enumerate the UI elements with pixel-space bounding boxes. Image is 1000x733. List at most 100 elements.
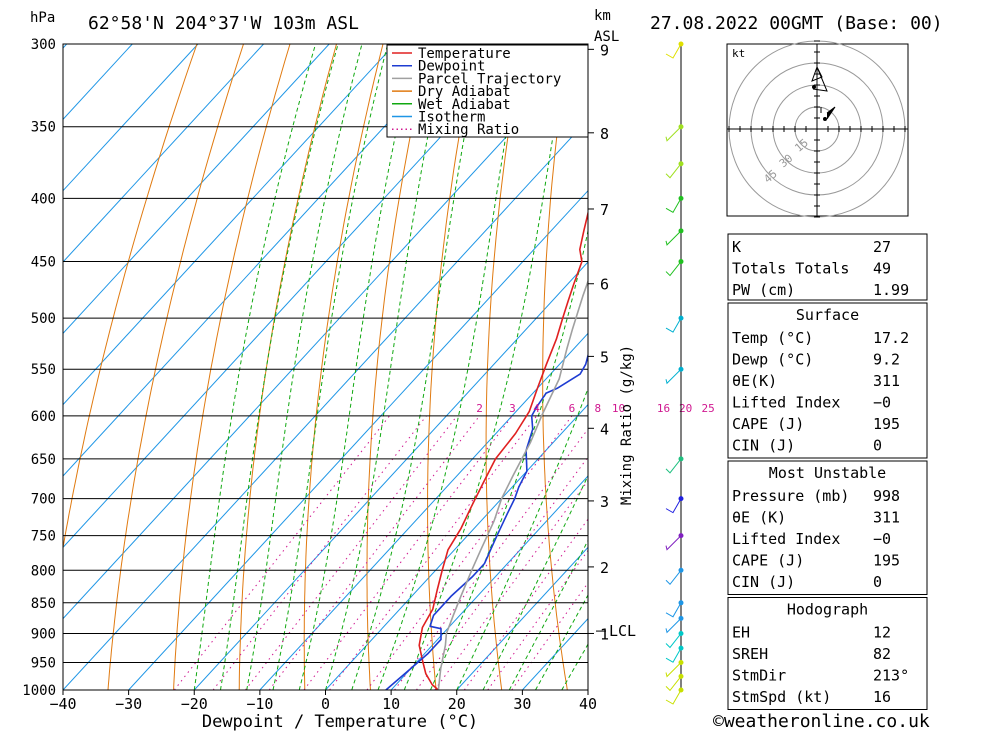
pressure-tick-label: 900	[31, 627, 56, 643]
wind-barb	[665, 535, 682, 551]
hodograph-stats-row-label: EH	[732, 624, 750, 642]
km-unit-label: km	[594, 8, 611, 24]
dry-adiabat-line	[107, 44, 244, 690]
wind-barb	[665, 126, 682, 142]
mixing-ratio-label: 25	[701, 402, 714, 415]
mixing-ratio-axis-title: Mixing Ratio (g/kg)	[619, 345, 635, 505]
parcel-profile-line	[437, 279, 588, 690]
datetime-title: 27.08.2022 00GMT (Base: 00)	[650, 13, 943, 34]
dewpoint-profile-line	[385, 352, 588, 690]
pressure-tick-label: 400	[31, 191, 56, 207]
most-unstable-row-value: 0	[873, 573, 882, 591]
hodograph-stats-box	[727, 597, 928, 710]
x-tick-label: 30	[513, 695, 531, 713]
pressure-tick-label: 700	[31, 492, 56, 508]
legend-label-isotherm: Isotherm	[418, 110, 485, 126]
most-unstable-row-label: CAPE (J)	[732, 552, 804, 570]
surface-row-value: −0	[873, 394, 891, 412]
km-tick-label: 6	[600, 276, 609, 294]
dry-adiabat-line	[173, 44, 291, 690]
wind-barb	[665, 458, 682, 474]
most-unstable-row-label: CIN (J)	[732, 573, 795, 591]
x-axis-title: Dewpoint / Temperature (°C)	[202, 712, 478, 732]
km-tick-label: 5	[600, 348, 609, 366]
legend-box	[386, 44, 589, 138]
wet-adiabat-line	[482, 474, 588, 690]
hodograph-ring-label: 45	[761, 167, 780, 185]
temperature-profile-line	[418, 209, 588, 690]
mixing-ratio-label: 2	[476, 402, 483, 415]
surface-row-value: 9.2	[873, 351, 900, 369]
wet-adiabat-line	[377, 44, 523, 690]
isotherm-line	[63, 44, 264, 263]
pressure-tick-label: 800	[31, 563, 56, 579]
isotherm-line	[128, 189, 588, 690]
mixing-ratio-labels: 2 3 4 6 8 10 16 20 25	[476, 402, 715, 415]
most-unstable-row-value: 998	[873, 487, 900, 505]
legend-label-dry_adiabat: Dry Adiabat	[418, 84, 511, 100]
pressure-axis: 300 350 400 450 500 550 600 650 700 750 800 850 900 9…	[22, 37, 56, 699]
skewt-plot-area	[63, 44, 1000, 690]
most-unstable-row-label: Pressure (mb)	[732, 487, 849, 505]
pressure-tick-label: 1000	[22, 683, 56, 699]
hodograph-point	[812, 85, 816, 89]
mixing-ratio-line	[212, 415, 427, 690]
totals-totals-value: 49	[873, 260, 891, 278]
isotherm-line	[390, 475, 588, 690]
km-tick-label: 3	[600, 493, 609, 511]
hodograph-stats-row-value: 82	[873, 645, 891, 663]
mixing-ratio-label: 4	[533, 402, 540, 415]
mixing-ratio-line	[173, 415, 390, 690]
km-tick-label: 9	[600, 41, 609, 59]
wind-barb	[665, 662, 682, 678]
profile-lines	[385, 209, 588, 690]
wet-adiabat-line	[430, 228, 588, 690]
mixing-ratio-line	[434, 479, 588, 690]
km-tick-label: 1	[600, 626, 609, 644]
surface-row-label: Temp (°C)	[732, 329, 813, 347]
dry-adiabat-line	[651, 44, 699, 690]
hodograph-stats-row-value: 213°	[873, 667, 909, 685]
dry-adiabat-line	[366, 44, 430, 690]
km-tick-label: 2	[600, 559, 609, 577]
lcl-label: LCL	[609, 622, 636, 640]
hodograph-stats-title: Hodograph	[787, 601, 868, 619]
isotherm-line	[259, 332, 588, 690]
mixing-ratio-label: 6	[569, 402, 576, 415]
isobar-lines	[63, 44, 588, 690]
hodograph-stats-row-label: StmSpd (kt)	[732, 688, 831, 706]
x-tick-label: −30	[115, 695, 142, 713]
wind-barb	[665, 198, 682, 214]
mixing-ratio-label: 8	[594, 402, 601, 415]
isotherm-line	[63, 44, 330, 335]
indices-box	[727, 233, 928, 301]
surface-row-value: 17.2	[873, 329, 909, 347]
x-tick-label: −40	[49, 695, 76, 713]
x-tick-label: 40	[579, 695, 597, 713]
isotherm-line	[63, 44, 396, 406]
dry-adiabat-line	[988, 44, 1000, 690]
wind-barb	[665, 569, 682, 586]
most-unstable-row-label: Lifted Index	[732, 530, 840, 548]
legend-label-dewpoint: Dewpoint	[418, 59, 485, 75]
isotherm-line	[63, 44, 461, 477]
mixing-ratio-label: 16	[657, 402, 670, 415]
most-unstable-row-value: −0	[873, 530, 891, 548]
surface-row-label: Dewp (°C)	[732, 351, 813, 369]
surface-row-label: CAPE (J)	[732, 415, 804, 433]
dry-adiabat-line	[542, 44, 570, 690]
isotherm-line	[456, 546, 588, 690]
x-tick-label: 0	[321, 695, 330, 713]
copyright-footer: ©weatheronline.co.uk	[713, 711, 930, 732]
k-index-value: 27	[873, 238, 891, 256]
hodograph-unit: kt	[732, 47, 745, 60]
wind-barb	[665, 602, 682, 618]
wind-barb	[665, 498, 682, 514]
legend-label-parcel: Parcel Trajectory	[418, 71, 561, 87]
isotherm-line	[63, 44, 527, 549]
legend-label-temperature: Temperature	[418, 46, 511, 62]
pressure-tick-label: 750	[31, 529, 56, 545]
altitude-axis: 9 8 7 6 5 4 3 2 1 LCL	[588, 41, 636, 644]
km-tick-label: 7	[600, 201, 609, 219]
